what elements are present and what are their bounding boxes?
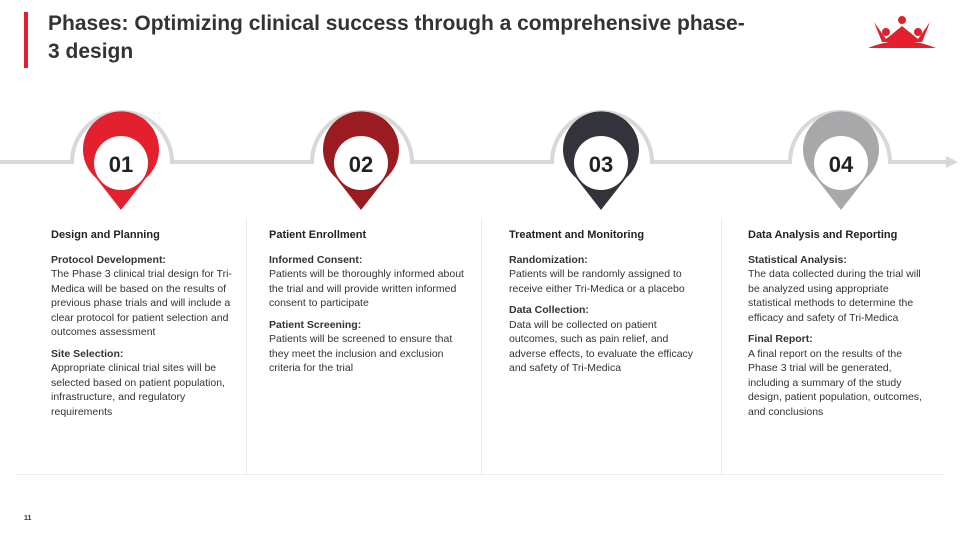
phase-column-2: Patient Enrollment Informed Consent: Pat…: [246, 218, 481, 474]
phase-heading: Design and Planning: [51, 229, 160, 241]
timeline-arrowhead: [946, 156, 958, 168]
phase-marker-1: [83, 111, 159, 210]
section-text: A final report on the results of the Pha…: [748, 347, 922, 418]
phase-column-1: Design and Planning Protocol Development…: [16, 218, 246, 474]
page-number: 11: [24, 515, 32, 522]
phase-section: Final Report: A final report on the resu…: [748, 332, 933, 419]
phase-number-1: 01: [109, 152, 133, 177]
section-title: Informed Consent:: [269, 253, 363, 266]
phase-heading: Patient Enrollment: [269, 229, 367, 241]
phase-marker-2: [323, 111, 400, 210]
section-text: The data collected during the trial will…: [748, 268, 921, 324]
section-title: Final Report:: [748, 333, 813, 345]
title-accent-bar: [24, 12, 28, 68]
phase-section: Data Collection: Data will be collected …: [509, 303, 707, 376]
phase-number-2: 02: [349, 152, 373, 177]
section-text: Patients will be thoroughly informed abo…: [269, 268, 464, 309]
phase-column-4: Data Analysis and Reporting Statistical …: [721, 218, 943, 474]
phase-section: Informed Consent: Patients will be thoro…: [269, 253, 467, 311]
phase-timeline: 01 02 03 04: [0, 110, 958, 210]
company-logo-icon: [868, 16, 936, 48]
phase-section: Site Selection: Appropriate clinical tri…: [51, 347, 234, 420]
section-title: Patient Screening:: [269, 318, 362, 331]
phase-heading: Data Analysis and Reporting: [748, 229, 898, 241]
phase-marker-3: [563, 111, 639, 210]
section-title: Site Selection:: [51, 347, 124, 360]
phase-section: Statistical Analysis: The data collected…: [748, 253, 933, 326]
divider: [16, 474, 944, 475]
section-text: Appropriate clinical trial sites will be…: [51, 362, 225, 418]
section-title: Protocol Development:: [51, 253, 166, 266]
section-title: Statistical Analysis:: [748, 253, 847, 266]
section-text: The Phase 3 clinical trial design for Tr…: [51, 268, 232, 338]
section-title: Randomization:: [509, 253, 588, 266]
phase-section: Protocol Development: The Phase 3 clinic…: [51, 253, 234, 340]
timeline-track: [0, 110, 946, 164]
section-title: Data Collection:: [509, 304, 589, 316]
slide-title: Phases: Optimizing clinical success thro…: [48, 12, 745, 63]
section-text: Patients will be screened to ensure that…: [269, 333, 453, 374]
section-text: Patients will be randomly assigned to re…: [509, 268, 685, 295]
phase-number-4: 04: [829, 152, 854, 177]
phase-number-3: 03: [589, 152, 613, 177]
phase-heading: Treatment and Monitoring: [509, 229, 645, 241]
phase-section: Patient Screening: Patients will be scre…: [269, 318, 467, 376]
phase-column-3: Treatment and Monitoring Randomization: …: [481, 218, 721, 474]
phase-section: Randomization: Patients will be randomly…: [509, 253, 707, 297]
section-text: Data will be collected on patient outcom…: [509, 318, 694, 375]
phase-marker-4: [803, 111, 880, 210]
